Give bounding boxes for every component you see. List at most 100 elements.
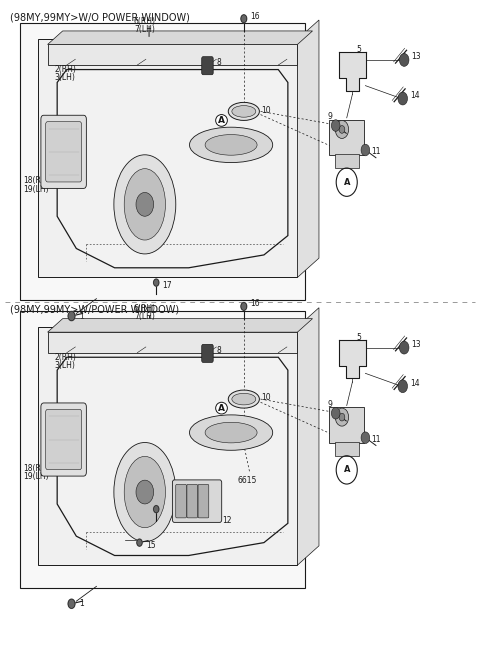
Ellipse shape [205, 135, 257, 155]
Polygon shape [57, 70, 288, 268]
Ellipse shape [114, 442, 176, 542]
Text: 9: 9 [327, 112, 332, 121]
Ellipse shape [228, 103, 259, 121]
Text: 11: 11 [372, 148, 381, 157]
Circle shape [339, 126, 345, 134]
Ellipse shape [114, 155, 176, 254]
Text: 11: 11 [372, 435, 381, 444]
Polygon shape [339, 52, 366, 91]
Text: 6(RH): 6(RH) [133, 17, 155, 26]
Polygon shape [38, 327, 298, 565]
Text: 18(RH): 18(RH) [23, 464, 49, 473]
Text: 2(RH): 2(RH) [54, 353, 76, 362]
Polygon shape [48, 31, 312, 45]
Text: 14: 14 [410, 92, 420, 101]
Circle shape [398, 92, 408, 105]
Polygon shape [20, 23, 305, 300]
Text: 1: 1 [80, 312, 84, 321]
Text: 8: 8 [216, 58, 221, 67]
Text: 5: 5 [356, 45, 361, 54]
Circle shape [154, 506, 159, 513]
Text: 19(LH): 19(LH) [23, 473, 48, 481]
Text: 6(RH): 6(RH) [133, 304, 155, 313]
Circle shape [399, 341, 409, 354]
Text: (98MY,99MY>W/POWER WINDOW): (98MY,99MY>W/POWER WINDOW) [10, 304, 180, 315]
Text: A: A [218, 116, 225, 125]
Circle shape [398, 380, 408, 393]
Circle shape [335, 121, 348, 139]
Circle shape [331, 120, 340, 132]
Circle shape [68, 312, 75, 321]
Text: 7(LH): 7(LH) [134, 312, 155, 321]
FancyBboxPatch shape [328, 120, 364, 155]
Circle shape [68, 599, 75, 608]
Text: 5: 5 [356, 333, 361, 342]
Text: 18(RH): 18(RH) [23, 176, 49, 185]
Text: 14: 14 [410, 379, 420, 388]
Circle shape [335, 408, 348, 426]
Text: 10: 10 [262, 106, 271, 115]
Ellipse shape [190, 415, 273, 450]
FancyBboxPatch shape [176, 484, 186, 518]
Text: 13: 13 [411, 340, 421, 349]
Ellipse shape [124, 169, 166, 240]
Circle shape [339, 413, 345, 421]
Polygon shape [298, 308, 319, 565]
Circle shape [136, 192, 154, 216]
Circle shape [137, 539, 142, 546]
Text: (98MY,99MY>W/O POWER WINDOW): (98MY,99MY>W/O POWER WINDOW) [10, 12, 190, 23]
Text: 15: 15 [146, 541, 156, 550]
Text: 3(LH): 3(LH) [54, 74, 75, 83]
Text: 13: 13 [411, 52, 421, 61]
Text: A: A [344, 177, 350, 186]
Polygon shape [48, 332, 298, 353]
Text: A: A [218, 404, 225, 413]
Text: 17: 17 [162, 281, 172, 290]
FancyBboxPatch shape [41, 403, 86, 476]
FancyBboxPatch shape [202, 344, 213, 362]
Circle shape [154, 279, 159, 286]
Text: 7(LH): 7(LH) [134, 25, 155, 34]
FancyBboxPatch shape [46, 122, 82, 182]
FancyBboxPatch shape [172, 480, 222, 522]
Text: 4: 4 [343, 409, 348, 418]
Circle shape [361, 144, 370, 156]
Text: 19(LH): 19(LH) [23, 184, 48, 194]
FancyBboxPatch shape [198, 484, 209, 518]
Polygon shape [57, 357, 288, 555]
Text: 12: 12 [222, 516, 231, 525]
Ellipse shape [190, 127, 273, 163]
Text: 6615: 6615 [238, 475, 257, 484]
Ellipse shape [205, 422, 257, 443]
FancyBboxPatch shape [41, 115, 86, 188]
Polygon shape [48, 45, 298, 65]
Text: 2(RH): 2(RH) [54, 65, 76, 74]
Polygon shape [20, 311, 305, 588]
Polygon shape [298, 20, 319, 277]
Text: 9: 9 [327, 400, 332, 409]
Polygon shape [48, 319, 312, 332]
Ellipse shape [232, 393, 256, 405]
Circle shape [361, 432, 370, 444]
FancyBboxPatch shape [187, 484, 198, 518]
Text: 16: 16 [251, 12, 260, 21]
Text: 17: 17 [162, 507, 172, 516]
Polygon shape [339, 340, 366, 379]
Text: 1: 1 [80, 599, 84, 608]
Circle shape [399, 54, 409, 66]
Circle shape [331, 408, 340, 419]
Text: A: A [344, 466, 350, 474]
FancyBboxPatch shape [46, 410, 82, 470]
FancyBboxPatch shape [335, 442, 359, 456]
Text: 8: 8 [216, 346, 221, 355]
FancyBboxPatch shape [335, 154, 359, 168]
Ellipse shape [228, 390, 259, 408]
Text: 3(LH): 3(LH) [54, 361, 75, 370]
Circle shape [241, 15, 247, 23]
FancyBboxPatch shape [328, 408, 364, 443]
Text: 10: 10 [262, 393, 271, 402]
Text: 4: 4 [343, 121, 348, 130]
Ellipse shape [232, 106, 256, 117]
Text: 16: 16 [251, 299, 260, 308]
Circle shape [136, 480, 154, 504]
